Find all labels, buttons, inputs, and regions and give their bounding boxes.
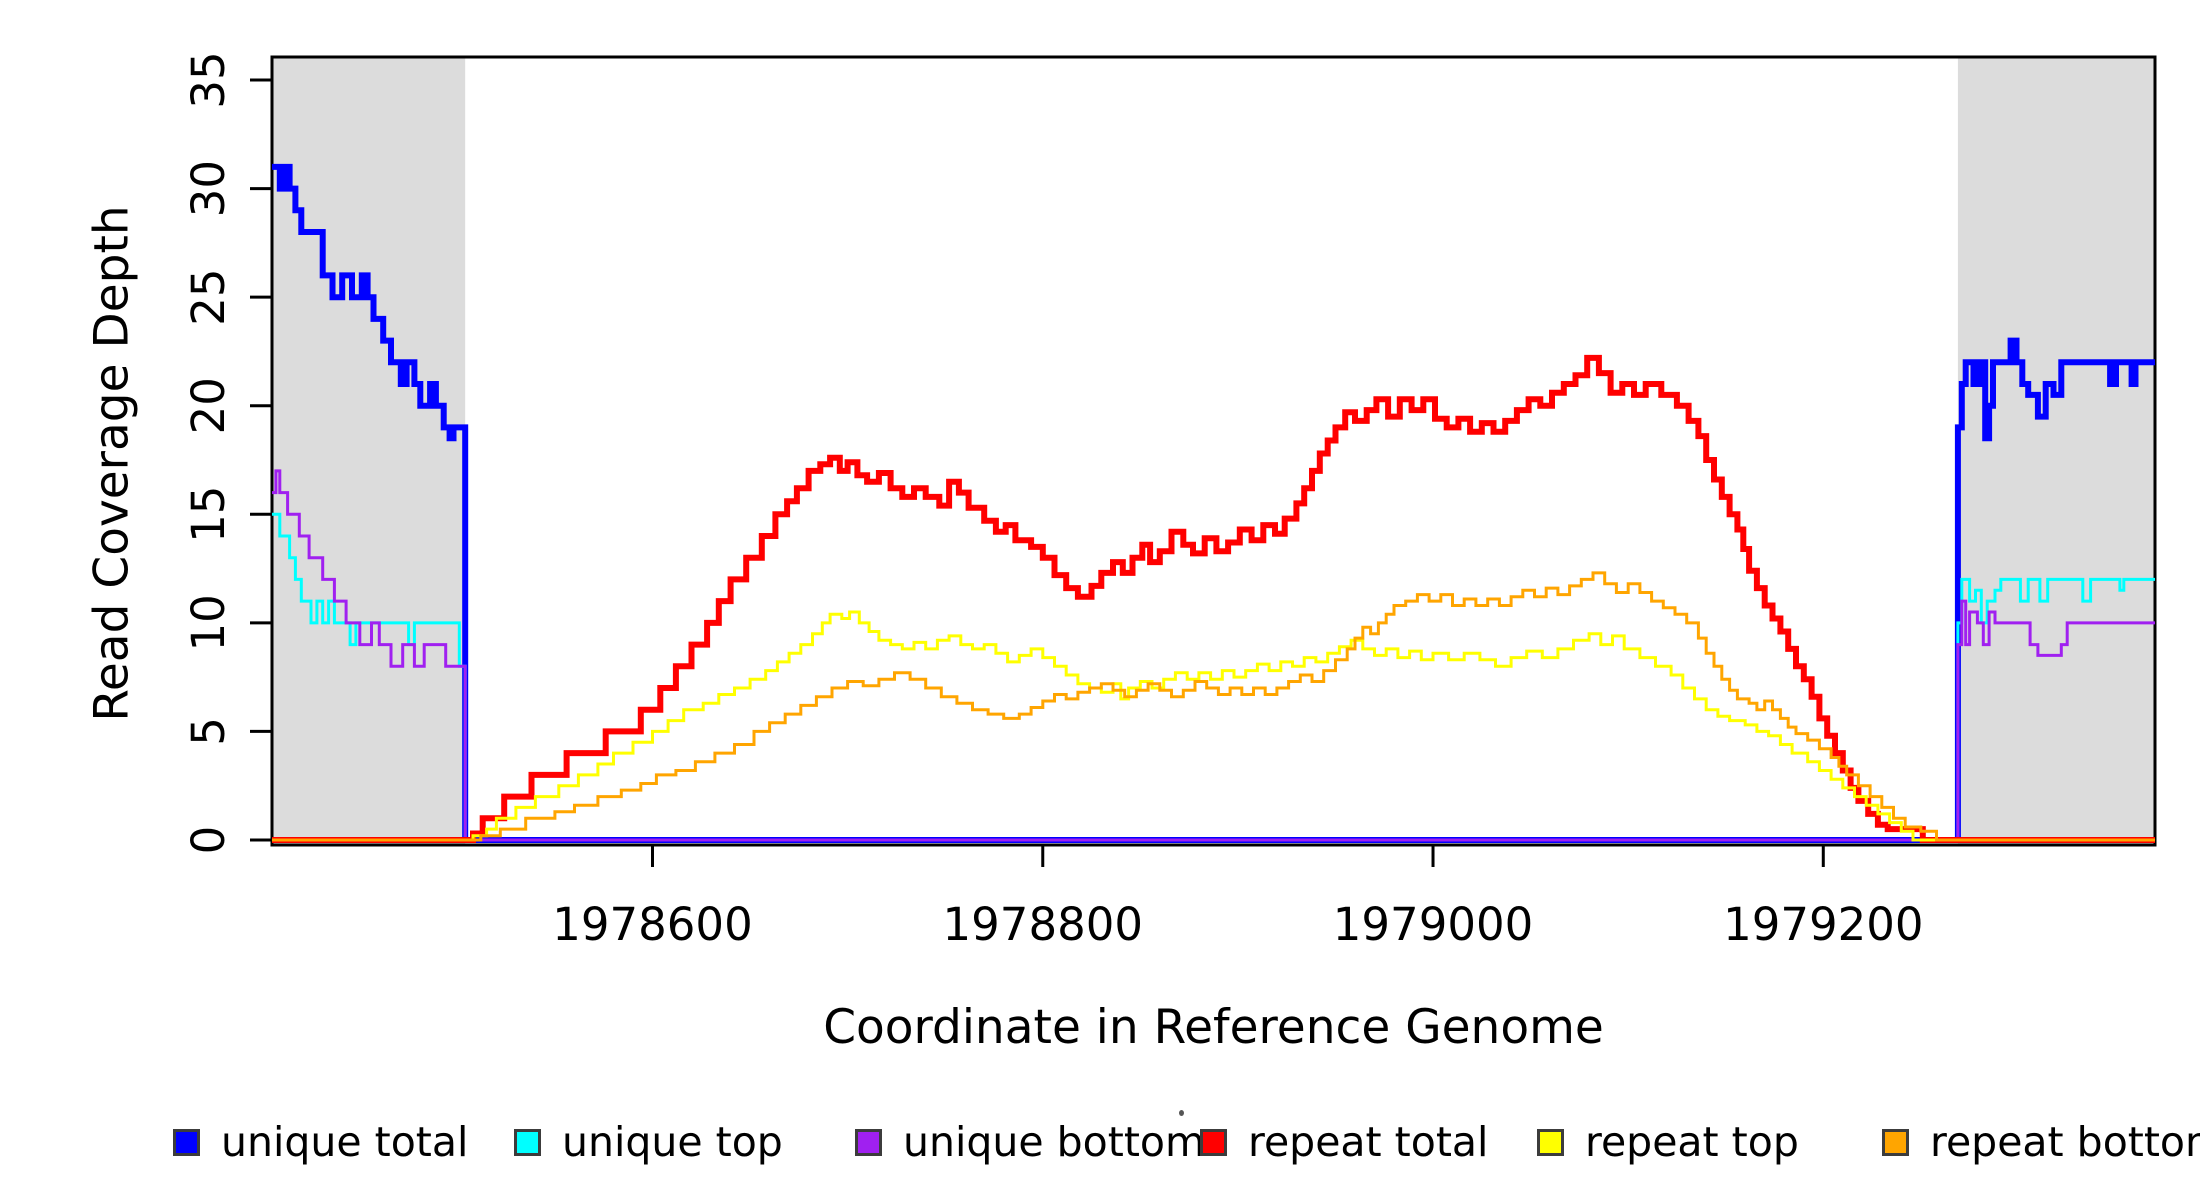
legend-item-unique-top: unique top [514, 1116, 783, 1168]
legend-item-unique-total: unique total [173, 1116, 468, 1168]
legend-label: unique top [562, 1118, 783, 1166]
x-axis-title: Coordinate in Reference Genome [823, 1000, 1604, 1055]
shaded-repeat-region-left [272, 57, 466, 845]
legend-swatch-icon [855, 1128, 882, 1156]
legend-swatch-icon [514, 1128, 541, 1156]
legend-label: repeat bottom [1930, 1118, 2200, 1166]
legend-item-repeat-top: repeat top [1537, 1116, 1799, 1168]
series-repeat-top [272, 610, 2155, 842]
x-tick-label: 1978600 [552, 898, 752, 951]
y-tick-label: 15 [182, 486, 235, 543]
legend-swatch-icon [1200, 1128, 1227, 1156]
legend-item-repeat-total: repeat total [1200, 1116, 1488, 1168]
y-tick-label: 10 [182, 594, 235, 651]
x-tick-label: 1979200 [1723, 898, 1923, 951]
y-tick-label: 20 [182, 377, 235, 434]
series-unique-top [272, 512, 2155, 842]
y-tick-label: 35 [182, 51, 235, 108]
series-repeat-bottom [272, 571, 2155, 842]
legend-swatch-icon [1537, 1128, 1564, 1156]
legend-swatch-icon [173, 1128, 200, 1156]
legend-item-unique-bottom: unique bottom [855, 1116, 1205, 1168]
series-unique-total [272, 163, 2155, 843]
legend-label: unique bottom [903, 1118, 1205, 1166]
plot-border [270, 55, 2157, 847]
legend-item-repeat-bottom: repeat bottom [1882, 1116, 2200, 1168]
y-axis-title: Read Coverage Depth [84, 205, 140, 722]
legend-label: unique total [221, 1118, 469, 1166]
legend-swatch-icon [1882, 1128, 1909, 1156]
y-tick-label: 30 [182, 160, 235, 217]
y-tick-label: 0 [182, 826, 235, 855]
y-tick-label: 25 [182, 269, 235, 326]
x-tick-label: 1979000 [1333, 898, 1533, 951]
series-repeat-total [272, 354, 2155, 843]
y-tick-label: 5 [182, 717, 235, 746]
shaded-repeat-region-right [1957, 57, 2155, 845]
stray-mark [1179, 1110, 1184, 1116]
series-unique-bottom [272, 469, 2155, 842]
legend-label: repeat top [1585, 1118, 1799, 1166]
x-tick-label: 1978800 [943, 898, 1143, 951]
chart-legend: unique total unique top unique bottom repea… [0, 1116, 2200, 1176]
legend-label: repeat total [1248, 1118, 1489, 1166]
